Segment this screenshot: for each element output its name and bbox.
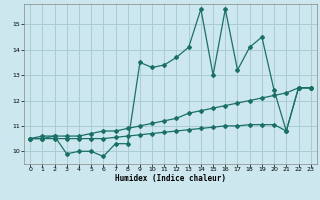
X-axis label: Humidex (Indice chaleur): Humidex (Indice chaleur)	[115, 174, 226, 183]
